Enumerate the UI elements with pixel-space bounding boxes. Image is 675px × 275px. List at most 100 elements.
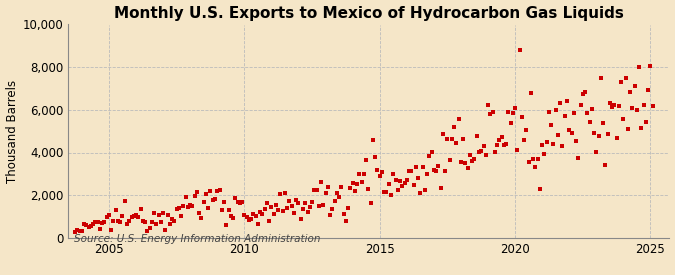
Point <box>365 200 376 205</box>
Point <box>460 161 471 165</box>
Point <box>133 215 144 219</box>
Point <box>336 184 347 189</box>
Point <box>320 191 331 196</box>
Point <box>514 48 525 52</box>
Point <box>293 201 304 205</box>
Point <box>478 144 489 148</box>
Point <box>577 92 588 97</box>
Point <box>639 103 649 108</box>
Point <box>614 104 624 108</box>
Point <box>138 219 148 223</box>
Point <box>435 186 446 190</box>
Point <box>151 222 162 226</box>
Point <box>456 160 466 164</box>
Point <box>244 218 254 222</box>
Point <box>343 205 354 210</box>
Point <box>200 192 211 197</box>
Point <box>131 212 142 217</box>
Point <box>404 169 414 174</box>
Point <box>363 187 374 191</box>
Point <box>76 229 87 233</box>
Point <box>103 213 114 218</box>
Point <box>234 201 245 206</box>
Point <box>354 172 364 176</box>
Point <box>498 143 509 147</box>
Point <box>217 208 227 213</box>
Point <box>399 181 410 186</box>
Point <box>198 200 209 205</box>
Point <box>214 188 225 192</box>
Point <box>273 208 284 212</box>
Point <box>439 169 450 174</box>
Point <box>618 117 629 122</box>
Point <box>609 103 620 107</box>
Point <box>318 202 329 207</box>
Point <box>516 114 527 119</box>
Point <box>451 141 462 145</box>
Point <box>97 221 107 225</box>
Point <box>169 219 180 224</box>
Point <box>591 150 601 154</box>
Point <box>110 208 121 213</box>
Point <box>237 200 248 205</box>
Point <box>74 229 85 233</box>
Point <box>377 170 387 175</box>
Point <box>580 89 591 94</box>
Point <box>605 100 616 105</box>
Point <box>331 191 342 195</box>
Point <box>408 183 419 187</box>
Point <box>550 108 561 113</box>
Point <box>338 212 349 216</box>
Point <box>313 204 324 208</box>
Point <box>279 191 290 195</box>
Point <box>388 172 399 176</box>
Point <box>296 217 306 221</box>
Point <box>207 198 218 202</box>
Point <box>494 138 505 142</box>
Point <box>88 222 99 226</box>
Point <box>219 200 230 204</box>
Point <box>566 131 577 135</box>
Point <box>535 186 545 191</box>
Point <box>597 121 608 126</box>
Point <box>546 123 557 128</box>
Point <box>553 133 564 137</box>
Point <box>187 204 198 208</box>
Point <box>622 127 633 132</box>
Point <box>447 137 458 141</box>
Point <box>462 166 473 170</box>
Point <box>600 163 611 168</box>
Point <box>259 207 270 211</box>
Point <box>358 172 369 176</box>
Point <box>521 128 532 133</box>
Point <box>227 216 238 220</box>
Point <box>487 109 498 114</box>
Point <box>323 185 333 190</box>
Point <box>510 106 520 110</box>
Point <box>620 76 631 81</box>
Point <box>153 213 164 217</box>
Point <box>352 181 362 186</box>
Point <box>560 114 570 118</box>
Point <box>481 153 491 157</box>
Point <box>368 138 379 142</box>
Point <box>325 213 335 217</box>
Point <box>248 212 259 216</box>
Point <box>360 158 371 163</box>
Point <box>241 214 252 219</box>
Point <box>582 111 593 116</box>
Point <box>232 200 243 204</box>
Point <box>548 142 559 147</box>
Point <box>489 150 500 155</box>
Point <box>564 128 574 133</box>
Point <box>372 168 383 172</box>
Point <box>115 219 126 224</box>
Point <box>167 217 178 222</box>
Point <box>501 142 512 146</box>
Point <box>92 219 103 224</box>
Point <box>286 204 297 208</box>
Point <box>221 223 232 227</box>
Point <box>192 190 202 195</box>
Point <box>165 222 176 226</box>
Point <box>86 224 97 229</box>
